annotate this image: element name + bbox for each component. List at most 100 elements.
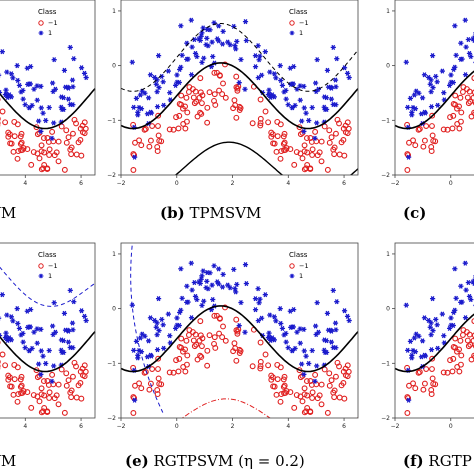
- point-neg: [412, 142, 419, 149]
- point-neg: [197, 109, 204, 116]
- point-neg: [65, 377, 72, 384]
- point-neg: [36, 398, 43, 405]
- point-neg: [204, 119, 211, 126]
- point-pos: [38, 128, 44, 134]
- point-pos: [315, 329, 322, 335]
- point-neg: [467, 341, 474, 348]
- point-pos: [71, 299, 77, 305]
- point-pos: [412, 349, 419, 355]
- point-pos: [34, 326, 40, 332]
- x-tick-label: 4: [23, 180, 27, 187]
- point-neg: [184, 109, 191, 116]
- point-neg: [41, 161, 48, 168]
- point-neg: [257, 120, 264, 127]
- point-neg: [303, 408, 310, 415]
- point-pos: [256, 300, 262, 306]
- point-pos: [26, 348, 32, 354]
- point-pos: [58, 94, 65, 100]
- point-neg: [280, 133, 287, 140]
- point-neg: [79, 129, 86, 136]
- point-pos: [324, 349, 330, 356]
- point-pos: [430, 84, 436, 91]
- point-pos: [238, 299, 244, 306]
- point-neg: [41, 404, 48, 411]
- point-neg: [291, 161, 298, 168]
- point-pos: [236, 80, 242, 86]
- x-tick-label: 4: [23, 423, 27, 430]
- point-pos: [428, 89, 434, 95]
- point-pos: [160, 322, 166, 328]
- point-pos: [289, 105, 295, 111]
- point-neg: [155, 355, 162, 362]
- point-neg: [79, 122, 86, 129]
- point-neg: [14, 155, 21, 162]
- point-neg: [404, 167, 411, 173]
- point-pos: [434, 79, 440, 85]
- point-pos: [428, 320, 434, 326]
- caption-text: TPMSVM: [185, 204, 262, 222]
- point-neg: [467, 98, 474, 105]
- point-pos: [324, 67, 331, 73]
- point-neg: [318, 158, 325, 165]
- point-neg: [249, 120, 256, 127]
- point-neg: [11, 133, 18, 140]
- point-neg: [40, 135, 47, 142]
- point-neg: [38, 166, 45, 173]
- point-neg: [412, 385, 419, 392]
- panel-caption: VM: [0, 204, 16, 222]
- point-pos: [344, 313, 351, 319]
- point-neg: [458, 352, 465, 359]
- panel-a: 4 6 Class −1 1 VM: [0, 0, 96, 222]
- point-neg: [154, 386, 161, 393]
- x-tick-label: 0: [449, 180, 453, 187]
- point-pos: [184, 56, 190, 62]
- plot-background: [0, 243, 95, 418]
- point-pos: [24, 65, 30, 71]
- point-pos: [427, 81, 433, 87]
- point-pos: [332, 77, 339, 83]
- point-pos: [209, 282, 215, 288]
- point-pos: [36, 361, 42, 367]
- x-tick-label: 6: [342, 180, 346, 187]
- point-pos: [154, 332, 160, 338]
- point-pos: [452, 64, 458, 70]
- point-neg: [410, 137, 416, 144]
- point-pos: [81, 313, 88, 319]
- point-neg: [456, 125, 463, 132]
- y-tick-label: −2: [381, 415, 390, 422]
- point-pos: [209, 39, 215, 45]
- point-neg: [17, 376, 24, 383]
- point-pos: [69, 77, 76, 83]
- point-pos: [468, 54, 474, 60]
- point-neg: [309, 146, 316, 153]
- legend-swatch-pos: [289, 273, 295, 279]
- point-pos: [174, 79, 180, 85]
- point-pos: [147, 72, 154, 78]
- point-neg: [155, 375, 162, 382]
- point-neg: [452, 92, 459, 99]
- point-pos: [225, 39, 231, 45]
- boundary-solid: [395, 313, 474, 373]
- point-pos: [70, 327, 76, 333]
- point-pos: [312, 378, 318, 384]
- point-neg: [63, 382, 70, 389]
- point-pos: [207, 270, 213, 276]
- point-neg: [142, 126, 149, 132]
- point-neg: [338, 139, 345, 146]
- point-pos: [463, 287, 469, 293]
- point-neg: [7, 383, 14, 390]
- point-neg: [204, 362, 211, 369]
- point-neg: [156, 137, 163, 144]
- point-pos: [214, 279, 220, 285]
- point-pos: [259, 72, 265, 78]
- point-neg: [330, 146, 337, 153]
- point-pos: [297, 340, 303, 346]
- point-neg: [429, 375, 436, 382]
- legend-label-neg: −1: [299, 19, 309, 27]
- point-pos: [14, 306, 20, 312]
- point-neg: [130, 167, 137, 173]
- point-neg: [28, 404, 35, 411]
- y-tick-label: 1: [112, 251, 116, 258]
- point-pos: [67, 44, 73, 50]
- point-pos: [61, 310, 68, 316]
